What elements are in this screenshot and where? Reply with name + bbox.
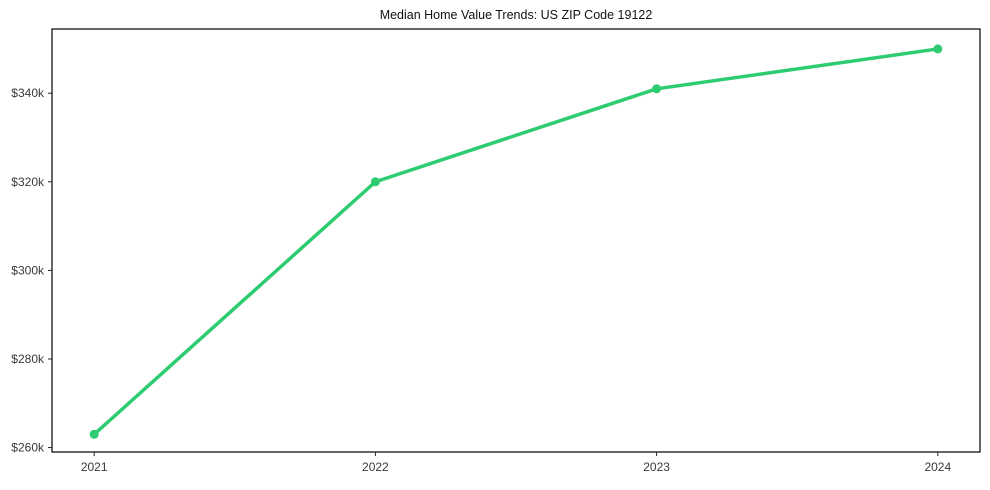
y-tick-label: $280k [11, 352, 45, 366]
x-tick-label: 2024 [924, 460, 951, 474]
x-tick-label: 2023 [643, 460, 670, 474]
data-point-marker [89, 429, 99, 439]
x-tick-label: 2022 [362, 460, 389, 474]
x-tick-label: 2021 [81, 460, 108, 474]
y-tick-label: $260k [11, 441, 45, 455]
trend-line [92, 47, 940, 437]
data-point-marker [370, 177, 380, 187]
data-point-marker [933, 44, 943, 54]
axes-box [51, 28, 981, 453]
data-point-marker [652, 84, 662, 94]
y-tick-label: $300k [11, 263, 45, 277]
y-tick-label: $340k [11, 86, 45, 100]
y-tick-label: $320k [11, 175, 45, 189]
chart-title: Median Home Value Trends: US ZIP Code 19… [379, 8, 653, 22]
